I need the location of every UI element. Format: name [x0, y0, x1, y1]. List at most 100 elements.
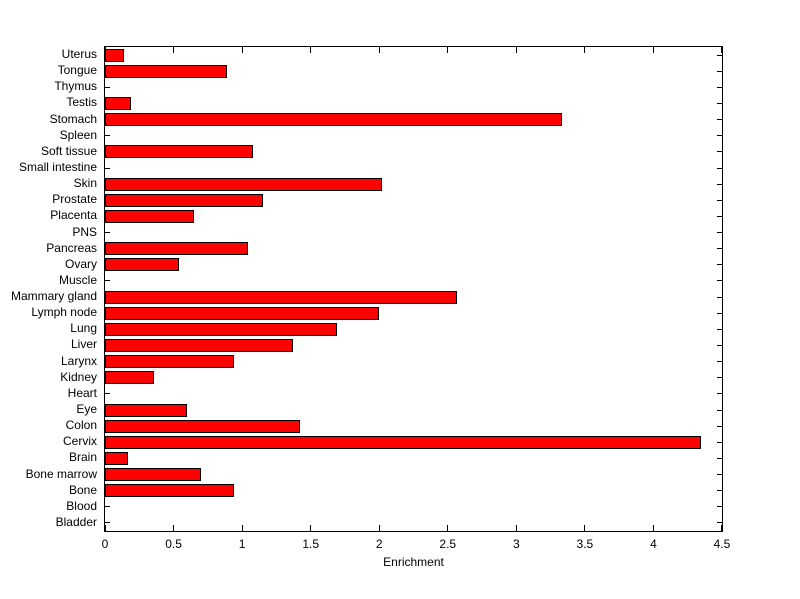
- bar-soft-tissue: [105, 145, 254, 159]
- y-tick-right: [717, 506, 722, 508]
- category-label-cervix: Cervix: [62, 434, 97, 449]
- x-tick-top: [447, 47, 449, 53]
- category-label-small-intestine: Small intestine: [18, 160, 97, 174]
- x-tick-label: 0.5: [165, 537, 182, 551]
- bar-lymph-node: [105, 306, 380, 320]
- x-tick-top: [652, 47, 654, 53]
- category-label-mammary-gland: Mammary gland: [10, 289, 97, 304]
- category-label-bladder: Bladder: [55, 514, 97, 529]
- x-tick-bottom: [241, 525, 243, 531]
- y-tick-right: [717, 425, 722, 427]
- x-tick-top: [173, 47, 175, 53]
- x-tick-top: [721, 47, 722, 53]
- x-tick-top: [310, 47, 312, 53]
- category-label-colon: Colon: [65, 418, 97, 433]
- x-tick-label: 3.5: [576, 537, 594, 551]
- x-tick-label: 0: [101, 537, 109, 551]
- x-tick-bottom: [310, 525, 312, 531]
- x-tick-bottom: [378, 525, 380, 531]
- x-tick-label: 1: [238, 537, 246, 551]
- bar-prostate: [105, 193, 263, 207]
- x-tick-top: [241, 47, 243, 53]
- y-tick-left: [105, 86, 110, 88]
- bar-tongue: [105, 64, 228, 78]
- category-label-blood: Blood: [66, 498, 97, 513]
- y-tick-right: [717, 296, 722, 298]
- bar-ovary: [105, 258, 180, 272]
- y-tick-left: [105, 393, 110, 395]
- category-label-placenta: Placenta: [50, 208, 97, 223]
- category-label-bone-marrow: Bone marrow: [25, 466, 97, 481]
- category-label-thymus: Thymus: [54, 79, 97, 94]
- bar-placenta: [105, 209, 195, 223]
- y-tick-right: [717, 490, 722, 492]
- y-tick-right: [717, 167, 722, 169]
- bar-eye: [105, 403, 188, 417]
- category-label-pancreas: Pancreas: [46, 240, 97, 255]
- y-tick-right: [717, 377, 722, 379]
- category-label-muscle: Muscle: [58, 272, 97, 287]
- x-tick-bottom: [515, 525, 517, 531]
- bar-testis: [105, 96, 132, 110]
- category-label-brain: Brain: [68, 450, 97, 465]
- category-label-soft-tissue: Soft tissue: [40, 143, 97, 158]
- bar-bone: [105, 484, 234, 498]
- x-tick-bottom: [652, 525, 654, 531]
- y-tick-right: [717, 102, 722, 104]
- bar-mammary-gland: [105, 290, 458, 304]
- category-label-eye: Eye: [76, 402, 97, 416]
- x-tick-top: [515, 47, 517, 53]
- y-tick-right: [717, 183, 722, 185]
- x-tick-bottom: [105, 525, 106, 531]
- y-tick-right: [717, 70, 722, 72]
- plot-area: [104, 46, 723, 532]
- y-tick-right: [717, 199, 722, 201]
- y-tick-right: [717, 248, 722, 250]
- y-tick-right: [717, 474, 722, 476]
- x-tick-label: 4.5: [713, 537, 731, 551]
- x-axis-label: Enrichment: [383, 555, 444, 569]
- category-label-larynx: Larynx: [60, 353, 97, 368]
- category-label-heart: Heart: [67, 385, 97, 400]
- bar-uterus: [105, 48, 125, 62]
- x-tick-top: [584, 47, 586, 53]
- y-tick-left: [105, 167, 110, 169]
- bar-larynx: [105, 355, 234, 369]
- y-tick-left: [105, 135, 110, 137]
- y-tick-left: [105, 506, 110, 508]
- y-tick-right: [717, 312, 722, 314]
- category-label-spleen: Spleen: [59, 127, 97, 142]
- y-tick-right: [717, 54, 722, 56]
- y-tick-left: [105, 232, 110, 234]
- bar-lung: [105, 322, 337, 336]
- bar-pancreas: [105, 242, 248, 256]
- category-label-uterus: Uterus: [61, 47, 97, 62]
- category-label-skin: Skin: [73, 176, 97, 191]
- y-tick-right: [717, 232, 722, 234]
- y-tick-right: [717, 280, 722, 282]
- x-tick-label: 2: [375, 537, 383, 551]
- category-label-lymph-node: Lymph node: [31, 305, 97, 320]
- y-tick-right: [717, 344, 722, 346]
- bar-kidney: [105, 371, 155, 385]
- bar-brain: [105, 451, 129, 465]
- bar-stomach: [105, 113, 562, 127]
- bar-skin: [105, 177, 382, 191]
- x-tick-label: 2.5: [439, 537, 457, 551]
- category-label-liver: Liver: [70, 337, 97, 352]
- category-label-pns: PNS: [72, 224, 97, 239]
- y-tick-right: [717, 151, 722, 153]
- x-tick-bottom: [584, 525, 586, 531]
- x-tick-bottom: [447, 525, 449, 531]
- y-tick-right: [717, 135, 722, 137]
- y-tick-right: [717, 522, 722, 524]
- category-label-kidney: Kidney: [60, 369, 97, 384]
- x-tick-bottom: [721, 525, 722, 531]
- y-tick-right: [717, 86, 722, 88]
- y-tick-right: [717, 409, 722, 411]
- y-tick-left: [105, 522, 110, 524]
- y-tick-right: [717, 457, 722, 459]
- y-tick-right: [717, 215, 722, 217]
- y-tick-right: [717, 393, 722, 395]
